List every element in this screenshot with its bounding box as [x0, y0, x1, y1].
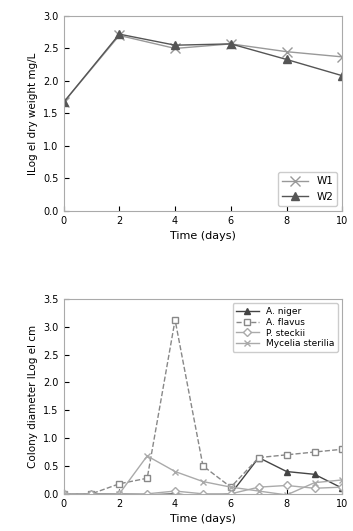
- A. flavus: [145, 475, 149, 482]
- W1: [285, 48, 289, 55]
- W1: [61, 99, 66, 106]
- W2: [229, 41, 233, 47]
- A. flavus: [285, 452, 289, 458]
- Line: P. steckii: P. steckii: [61, 483, 345, 496]
- W1: [340, 54, 345, 60]
- P. steckii: [201, 491, 205, 497]
- A. flavus: [61, 491, 66, 497]
- P. steckii: [173, 488, 177, 494]
- Legend: W1, W2: W1, W2: [277, 172, 337, 206]
- P. steckii: [285, 482, 289, 489]
- W2: [61, 99, 66, 106]
- A. flavus: [201, 463, 205, 469]
- A. niger: [229, 491, 233, 497]
- A. flavus: [229, 484, 233, 490]
- Mycelia sterilia: [340, 477, 345, 483]
- W1: [117, 32, 121, 39]
- X-axis label: Time (days): Time (days): [170, 514, 236, 524]
- A. niger: [89, 491, 94, 497]
- Mycelia sterilia: [89, 492, 94, 499]
- W2: [173, 42, 177, 48]
- A. niger: [117, 491, 121, 497]
- Mycelia sterilia: [312, 479, 317, 486]
- Mycelia sterilia: [61, 491, 66, 497]
- A. flavus: [117, 481, 121, 487]
- Line: W1: W1: [59, 31, 347, 107]
- A. niger: [312, 471, 317, 477]
- Y-axis label: lLog el dry weight mg/L: lLog el dry weight mg/L: [28, 52, 38, 175]
- Line: A. flavus: A. flavus: [60, 316, 346, 498]
- Mycelia sterilia: [201, 478, 205, 485]
- Line: Mycelia sterilia: Mycelia sterilia: [60, 452, 346, 499]
- Mycelia sterilia: [117, 491, 121, 497]
- P. steckii: [117, 491, 121, 497]
- Mycelia sterilia: [145, 453, 149, 459]
- P. steckii: [229, 491, 233, 497]
- A. flavus: [173, 317, 177, 323]
- A. niger: [201, 493, 205, 500]
- X-axis label: Time (days): Time (days): [170, 232, 236, 242]
- A. niger: [145, 492, 149, 498]
- Mycelia sterilia: [257, 488, 261, 494]
- A. niger: [61, 491, 66, 497]
- P. steckii: [340, 484, 345, 490]
- P. steckii: [61, 491, 66, 497]
- Mycelia sterilia: [229, 484, 233, 490]
- Mycelia sterilia: [285, 492, 289, 498]
- P. steckii: [145, 491, 149, 497]
- P. steckii: [257, 484, 261, 490]
- A. niger: [257, 455, 261, 461]
- A. flavus: [89, 491, 94, 497]
- Mycelia sterilia: [173, 468, 177, 475]
- P. steckii: [89, 491, 94, 497]
- A. flavus: [340, 446, 345, 452]
- P. steckii: [312, 485, 317, 492]
- W2: [117, 31, 121, 37]
- W1: [173, 45, 177, 52]
- A. flavus: [312, 449, 317, 455]
- Y-axis label: Colony diameter lLog el cm: Colony diameter lLog el cm: [28, 325, 38, 468]
- W1: [229, 41, 233, 47]
- A. niger: [173, 491, 177, 497]
- W2: [340, 73, 345, 79]
- W2: [285, 56, 289, 63]
- A. flavus: [257, 455, 261, 461]
- Line: W2: W2: [59, 30, 347, 107]
- A. niger: [340, 485, 345, 492]
- Line: A. niger: A. niger: [60, 454, 346, 500]
- A. niger: [285, 468, 289, 475]
- Legend: A. niger, A. flavus, P. steckii, Mycelia sterilia: A. niger, A. flavus, P. steckii, Mycelia…: [233, 303, 338, 352]
